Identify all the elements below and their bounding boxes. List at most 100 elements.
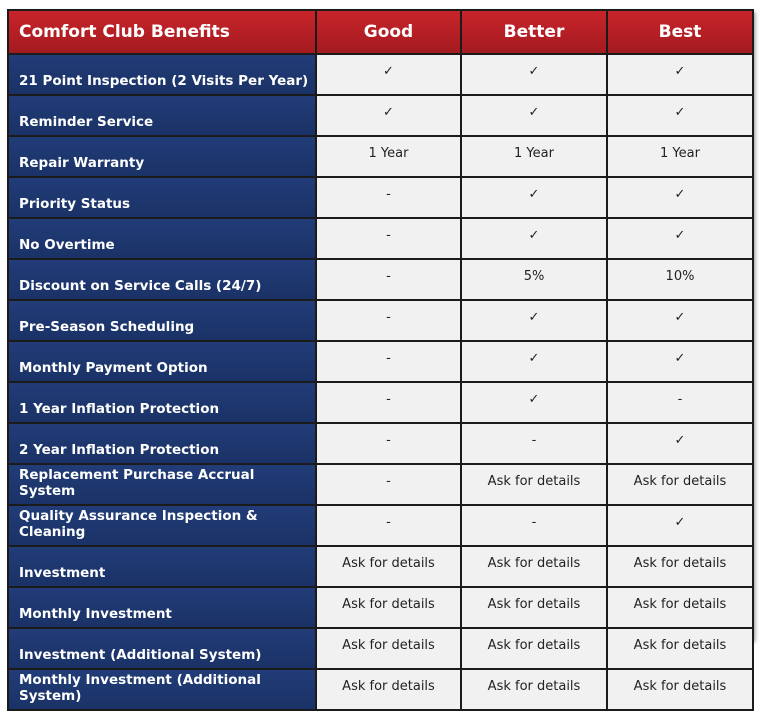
table-row: Monthly Investment (Additional System) As… <box>7 668 754 711</box>
cell-good: - <box>315 504 462 547</box>
table-row: Repair Warranty 1 Year 1 Year 1 Year <box>7 135 754 178</box>
cell-better: - <box>460 422 608 465</box>
cell-better: Ask for details <box>460 627 608 670</box>
cell-better: 1 Year <box>460 135 608 178</box>
cell-best-value: ✓ <box>674 105 686 120</box>
cell-better: Ask for details <box>460 463 608 506</box>
table-row: No Overtime - ✓ ✓ <box>7 217 754 260</box>
cell-best: ✓ <box>606 217 754 260</box>
cell-better: ✓ <box>460 217 608 260</box>
cell-better-value: 5% <box>523 269 545 284</box>
cell-good-value: - <box>386 474 391 489</box>
table-row: 21 Point Inspection (2 Visits Per Year) ✓… <box>7 53 754 96</box>
cell-better: Ask for details <box>460 586 608 629</box>
cell-good: Ask for details <box>315 545 462 588</box>
table-row: Monthly Investment Ask for details Ask for… <box>7 586 754 629</box>
cell-good-value: ✓ <box>383 105 394 120</box>
cell-good: - <box>315 381 462 424</box>
row-label: Repair Warranty <box>7 135 317 178</box>
row-label: 21 Point Inspection (2 Visits Per Year) <box>7 53 317 96</box>
cell-better: ✓ <box>460 176 608 219</box>
cell-better-value: ✓ <box>528 187 540 202</box>
cell-best-value: Ask for details <box>633 597 727 612</box>
cell-good-value: - <box>386 351 391 366</box>
cell-good-value: - <box>386 310 391 325</box>
table-row: 1 Year Inflation Protection - ✓ - <box>7 381 754 424</box>
header-good: Good <box>315 9 462 55</box>
table-row: Investment Ask for details Ask for details… <box>7 545 754 588</box>
cell-best: ✓ <box>606 176 754 219</box>
cell-good-value: Ask for details <box>342 597 435 612</box>
cell-good-value: Ask for details <box>342 556 435 571</box>
cell-best-value: 10% <box>665 269 695 284</box>
row-label: Quality Assurance Inspection & Cleaning <box>7 504 317 547</box>
cell-better-value: ✓ <box>528 105 540 120</box>
table-row: Reminder Service ✓ ✓ ✓ <box>7 94 754 137</box>
cell-best: Ask for details <box>606 463 754 506</box>
row-label: Replacement Purchase Accrual System <box>7 463 317 506</box>
cell-better: Ask for details <box>460 668 608 711</box>
cell-good-value: ✓ <box>383 64 394 79</box>
cell-better: Ask for details <box>460 545 608 588</box>
cell-best: 10% <box>606 258 754 301</box>
cell-better-value: ✓ <box>528 64 540 79</box>
table-row: 2 Year Inflation Protection - - ✓ <box>7 422 754 465</box>
row-label: Investment (Additional System) <box>7 627 317 670</box>
cell-better-value: ✓ <box>528 392 540 407</box>
table-row: Quality Assurance Inspection & Cleaning -… <box>7 504 754 547</box>
cell-better-value: 1 Year <box>514 146 554 161</box>
cell-good: - <box>315 463 462 506</box>
cell-better: - <box>460 504 608 547</box>
cell-better: ✓ <box>460 94 608 137</box>
row-label: Discount on Service Calls (24/7) <box>7 258 317 301</box>
cell-good-value: - <box>386 187 391 202</box>
cell-better-value: ✓ <box>528 228 540 243</box>
cell-better-value: Ask for details <box>487 638 581 653</box>
cell-best-value: ✓ <box>674 310 686 325</box>
cell-good-value: - <box>386 269 391 284</box>
cell-best-value: Ask for details <box>633 679 727 694</box>
header-row: Comfort Club Benefits Good Better Best <box>7 9 754 55</box>
cell-best-value: ✓ <box>674 187 686 202</box>
cell-best: Ask for details <box>606 668 754 711</box>
cell-better: ✓ <box>460 381 608 424</box>
cell-good-value: - <box>386 392 391 407</box>
row-label: Monthly Investment (Additional System) <box>7 668 317 711</box>
cell-good-value: 1 Year <box>368 146 409 161</box>
cell-good: Ask for details <box>315 627 462 670</box>
cell-best: Ask for details <box>606 627 754 670</box>
cell-better-value: Ask for details <box>487 556 581 571</box>
header-best: Best <box>606 9 754 55</box>
cell-best: Ask for details <box>606 586 754 629</box>
cell-best-value: 1 Year <box>660 146 700 161</box>
cell-best-value: Ask for details <box>633 556 727 571</box>
cell-good: Ask for details <box>315 586 462 629</box>
row-label: 1 Year Inflation Protection <box>7 381 317 424</box>
cell-better: 5% <box>460 258 608 301</box>
cell-best: ✓ <box>606 504 754 547</box>
cell-best: ✓ <box>606 299 754 342</box>
table-row: Discount on Service Calls (24/7) - 5% 10% <box>7 258 754 301</box>
table-row: Priority Status - ✓ ✓ <box>7 176 754 219</box>
cell-best: Ask for details <box>606 545 754 588</box>
cell-good-value: - <box>386 433 391 448</box>
cell-best: - <box>606 381 754 424</box>
cell-best: ✓ <box>606 53 754 96</box>
cell-good-value: Ask for details <box>342 679 435 694</box>
cell-better: ✓ <box>460 53 608 96</box>
benefits-table-frame: Comfort Club Benefits Good Better Best 2… <box>7 9 754 711</box>
header-benefits: Comfort Club Benefits <box>7 9 317 55</box>
cell-best-value: Ask for details <box>633 638 727 653</box>
row-label: 2 Year Inflation Protection <box>7 422 317 465</box>
cell-good: 1 Year <box>315 135 462 178</box>
cell-good-value: Ask for details <box>342 638 435 653</box>
row-label: Monthly Investment <box>7 586 317 629</box>
cell-best-value: ✓ <box>674 515 686 530</box>
cell-better: ✓ <box>460 299 608 342</box>
cell-best: ✓ <box>606 422 754 465</box>
row-label: Pre-Season Scheduling <box>7 299 317 342</box>
cell-best-value: ✓ <box>674 64 686 79</box>
header-better: Better <box>460 9 608 55</box>
cell-better-value: - <box>531 515 537 530</box>
row-label: No Overtime <box>7 217 317 260</box>
